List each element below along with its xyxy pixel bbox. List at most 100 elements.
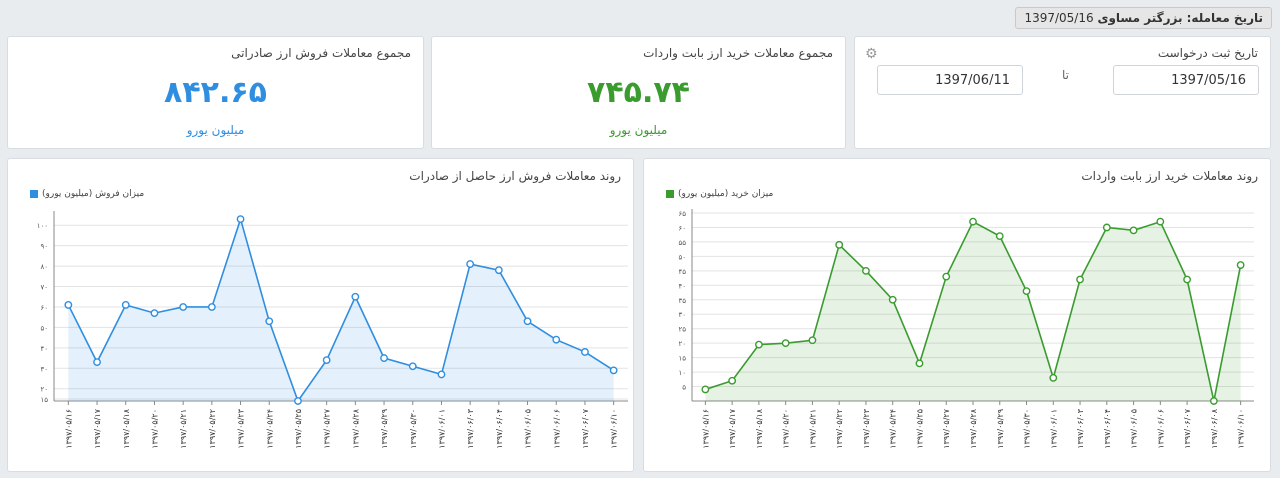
import-ytick-label: ۱۰ xyxy=(678,369,686,377)
export-data-point xyxy=(351,292,360,301)
export-xtick-label: ۱۳۹۷/۰۶/۰۴ xyxy=(495,409,504,449)
import-ytick-label: ۵ xyxy=(682,384,686,392)
import-data-point xyxy=(888,295,897,304)
import-data-point xyxy=(781,339,790,348)
export-data-point xyxy=(380,354,388,362)
export-xtick-label: ۱۳۹۷/۰۵/۲۱ xyxy=(179,409,188,449)
import-data-point xyxy=(755,340,763,349)
export-ytick-label: ۸۰ xyxy=(40,263,48,271)
export-ytick-label: ۱۰۰ xyxy=(37,222,48,230)
import-ytick-label: ۳۵ xyxy=(678,297,686,305)
import-data-point xyxy=(1183,275,1191,284)
export-xtick-label: ۱۳۹۷/۰۵/۱۷ xyxy=(93,408,102,448)
import-data-point xyxy=(1156,217,1165,226)
export-data-point xyxy=(93,358,101,367)
import-xtick-label: ۱۳۹۷/۰۵/۲۹ xyxy=(996,409,1005,449)
to-label: تا xyxy=(1062,68,1069,82)
import-xtick-label: ۱۳۹۷/۰۶/۱۰ xyxy=(1237,409,1246,449)
export-chart-title: روند معاملات فروش ارز حاصل از صادرات xyxy=(409,169,621,183)
import-data-point xyxy=(701,385,710,394)
import-total-unit: میلیون یورو xyxy=(609,123,668,137)
import-xtick-label: ۱۳۹۷/۰۶/۰۵ xyxy=(1130,409,1139,449)
export-xtick-label: ۱۳۹۷/۰۵/۲۷ xyxy=(323,408,332,448)
import-data-point xyxy=(1236,261,1245,269)
import-ytick-label: ۱۵ xyxy=(678,355,686,363)
import-legend-swatch xyxy=(666,190,674,198)
import-data-point xyxy=(942,272,951,281)
import-data-point xyxy=(969,217,977,226)
export-ytick-label: ۵۰ xyxy=(40,324,48,332)
trade-date-label: تاریخ معامله: بزرگتر مساوی xyxy=(1097,11,1263,25)
export-data-point xyxy=(552,335,561,344)
export-xtick-label: ۱۳۹۷/۰۶/۰۵ xyxy=(524,409,533,449)
export-total-title: مجموع معاملات فروش ارز صادراتی xyxy=(231,46,411,60)
export-series-line xyxy=(67,216,615,403)
import-xtick-label: ۱۳۹۷/۰۶/۰۱ xyxy=(1049,409,1058,449)
import-legend[interactable]: میزان خرید (میلیون یورو) xyxy=(666,189,773,199)
export-data-point xyxy=(236,215,245,223)
export-area xyxy=(68,219,614,401)
export-ytick-label: ۱۵ xyxy=(40,396,48,404)
export-xtick-label: ۱۳۹۷/۰۵/۲۳ xyxy=(237,408,246,448)
import-ytick-label: ۴۵ xyxy=(678,268,686,276)
import-data-point xyxy=(728,376,737,385)
export-xtick-label: ۱۳۹۷/۰۶/۰۷ xyxy=(581,408,590,448)
import-xtick-label: ۱۳۹۷/۰۵/۲۵ xyxy=(915,409,924,449)
from-date-input[interactable]: 1397/05/16 xyxy=(1113,65,1259,95)
export-ytick-label: ۶۰ xyxy=(40,304,48,312)
export-total-value: ۸۴۲.۶۵ xyxy=(164,75,267,110)
export-total-unit: میلیون یورو xyxy=(186,123,245,137)
import-ytick-label: ۶۵ xyxy=(678,210,686,218)
export-chart-card: روند معاملات فروش ارز حاصل از صادرات میز… xyxy=(7,158,634,472)
import-xtick-label: ۱۳۹۷/۰۵/۱۸ xyxy=(755,408,764,448)
export-data-point xyxy=(179,303,188,311)
import-ytick-label: ۵۰ xyxy=(678,253,686,261)
export-xtick-label: ۱۳۹۷/۰۵/۲۴ xyxy=(265,409,274,449)
export-ytick-label: ۴۰ xyxy=(40,345,48,353)
export-xtick-label: ۱۳۹۷/۰۵/۱۸ xyxy=(122,408,131,448)
import-xtick-label: ۱۳۹۷/۰۵/۲۳ xyxy=(862,408,871,448)
export-xtick-label: ۱۳۹۷/۰۶/۰۶ xyxy=(552,409,561,449)
import-data-point xyxy=(835,240,844,249)
to-date-input[interactable]: 1397/06/11 xyxy=(877,65,1023,95)
import-xtick-label: ۱۳۹۷/۰۶/۰۳ xyxy=(1076,408,1085,448)
export-chart: ۱۵ ۲۰ ۳۰ ۴۰ ۵۰ ۶۰ ۷۰ ۸۰ ۹۰ ۱۰۰ ۱۳۹۷/۰۵/۱۶ ۱۳۹۷/۰۵/۱… xyxy=(37,211,628,449)
export-total-card: مجموع معاملات فروش ارز صادراتی ۸۴۲.۶۵ می… xyxy=(7,36,424,149)
import-chart: ۵ ۱۰ ۱۵ ۲۰ ۲۵ ۳۰ ۳۵ ۴۰ ۴۵ ۵۰ ۵۵ ۶۰ ۶۵ ۱۳۹۷/۰۵/۱۶ ۱۳۹۷/… xyxy=(678,209,1254,449)
export-data-point xyxy=(437,370,446,379)
export-xtick-label: ۱۳۹۷/۰۵/۲۸ xyxy=(351,408,360,448)
import-chart-title: روند معاملات خرید ارز بابت واردات xyxy=(1081,169,1258,183)
gear-icon[interactable]: ⚙ xyxy=(865,46,878,62)
export-data-point xyxy=(121,301,130,309)
export-ytick-label: ۷۰ xyxy=(40,284,48,292)
import-xtick-label: ۱۳۹۷/۰۶/۰۴ xyxy=(1103,409,1112,449)
import-data-point xyxy=(1102,223,1111,232)
import-xtick-label: ۱۳۹۷/۰۶/۰۸ xyxy=(1210,408,1219,448)
import-area xyxy=(705,221,1241,401)
export-data-point xyxy=(494,266,503,275)
export-data-point xyxy=(523,317,532,326)
export-xtick-label: ۱۳۹۷/۰۶/۱۰ xyxy=(610,409,619,449)
import-total-value: ۷۴۵.۷۴ xyxy=(587,75,690,110)
export-data-point xyxy=(466,260,475,268)
import-data-point xyxy=(1129,226,1138,235)
trade-date-value: 1397/05/16 xyxy=(1024,11,1094,25)
export-data-point xyxy=(294,397,302,405)
import-legend-label: میزان خرید (میلیون یورو) xyxy=(678,189,774,199)
export-data-point xyxy=(322,356,331,365)
export-xtick-label: ۱۳۹۷/۰۶/۰۱ xyxy=(437,409,446,449)
import-xtick-label: ۱۳۹۷/۰۵/۲۷ xyxy=(942,408,951,448)
export-xtick-label: ۱۳۹۷/۰۵/۲۹ xyxy=(380,409,389,449)
export-xtick-label: ۱۳۹۷/۰۶/۰۳ xyxy=(466,408,475,448)
export-data-point xyxy=(64,301,73,309)
trade-date-filter: تاریخ معامله: بزرگتر مساوی 1397/05/16 xyxy=(1015,7,1272,29)
export-xtick-label: ۱۳۹۷/۰۵/۲۰ xyxy=(150,409,159,449)
import-total-title: مجموع معاملات خرید ارز بابت واردات xyxy=(643,46,833,60)
export-data-point xyxy=(207,303,216,311)
import-xtick-label: ۱۳۹۷/۰۵/۱۷ xyxy=(728,408,737,448)
import-xtick-label: ۱۳۹۷/۰۵/۱۶ xyxy=(701,409,710,449)
import-data-point xyxy=(862,266,870,275)
export-ytick-label: ۲۰ xyxy=(40,386,48,394)
export-legend[interactable]: میزان فروش (میلیون یورو) xyxy=(30,189,144,199)
import-xtick-label: ۱۳۹۷/۰۵/۳۰ xyxy=(1023,409,1032,449)
